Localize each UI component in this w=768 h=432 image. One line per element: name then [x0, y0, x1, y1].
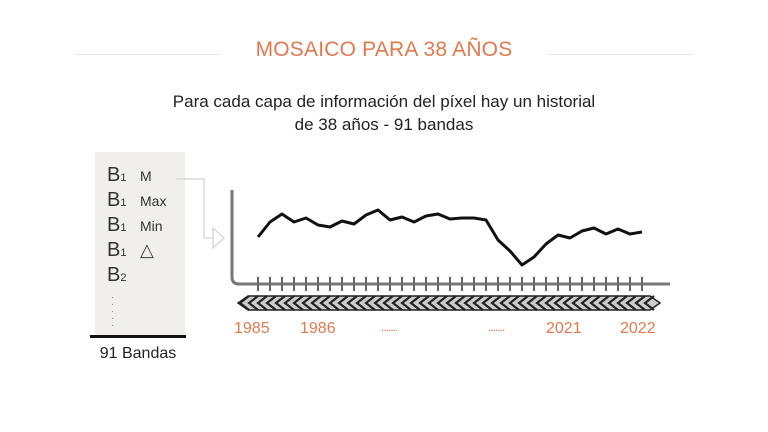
bands-count-label: 91 Bandas — [99, 345, 177, 362]
band-row: B1 Max — [107, 189, 166, 213]
band-code: B1 — [107, 164, 127, 186]
title-row: MOSAICO PARA 38 AÑOS — [0, 38, 768, 72]
timeline-label: 1985 — [234, 320, 270, 337]
band-stat: Max — [140, 193, 167, 209]
more-bands-dots: · · · · · — [111, 292, 115, 331]
timeline-label: 2022 — [620, 320, 656, 337]
arrow-head-icon — [212, 226, 226, 250]
band-row: B1 Min — [107, 214, 163, 238]
timeline-label: ....... — [488, 320, 505, 334]
subtitle: Para cada capa de información del píxel … — [0, 90, 768, 136]
bands-underline — [90, 335, 186, 338]
title-divider-right — [548, 54, 693, 55]
band-row: B1 M — [107, 164, 152, 188]
band-code: B1 — [107, 189, 127, 211]
band-stat: Min — [140, 218, 163, 234]
timeline-chevron-band — [236, 295, 662, 311]
timeline-label: 1986 — [300, 320, 336, 337]
timeline-label: ....... — [381, 320, 398, 334]
chart-axis — [230, 190, 670, 286]
band-code: B1 — [107, 214, 127, 236]
band-code: B1 — [107, 239, 127, 261]
subtitle-line-1: Para cada capa de información del píxel … — [172, 92, 596, 111]
delta-triangle-icon: △ — [140, 240, 154, 260]
page-title: MOSAICO PARA 38 AÑOS — [255, 38, 513, 61]
connector-line — [176, 178, 212, 239]
subtitle-line-2: de 38 años - 91 bandas — [294, 115, 474, 134]
timeline-label: 2021 — [546, 320, 582, 337]
bands-panel: B1 M B1 Max B1 Min B1 △ B2 · · · · · — [95, 152, 185, 335]
x-axis-ticks — [257, 277, 643, 291]
title-divider-left — [75, 54, 220, 55]
band-stat: M — [140, 168, 152, 184]
data-line — [256, 208, 643, 267]
band-row: B2 — [107, 264, 140, 288]
band-row: B1 △ — [107, 239, 154, 263]
band-code: B2 — [107, 264, 127, 286]
